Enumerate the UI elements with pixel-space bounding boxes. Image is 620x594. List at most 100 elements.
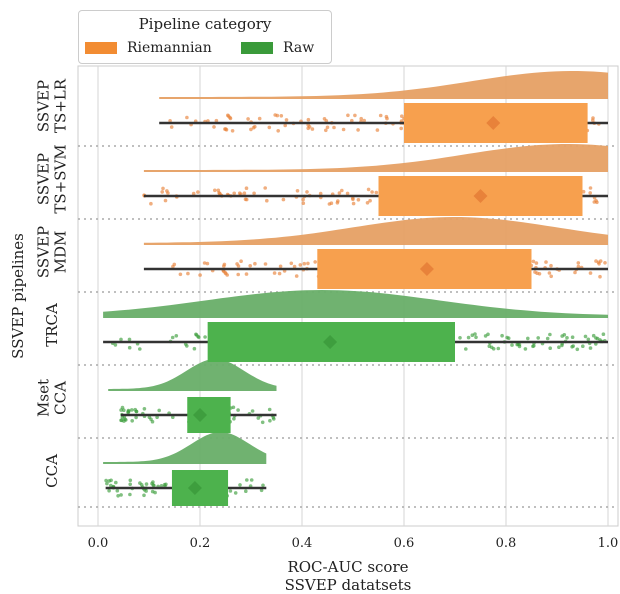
data-point bbox=[337, 191, 342, 195]
y-axis-label: SSVEP pipelines bbox=[9, 233, 27, 359]
data-point bbox=[351, 201, 356, 206]
density-layer bbox=[103, 71, 608, 464]
x-tick-label: 1.0 bbox=[598, 536, 619, 551]
data-point bbox=[365, 201, 370, 205]
data-point bbox=[576, 264, 581, 269]
data-point bbox=[116, 494, 120, 498]
data-point bbox=[385, 116, 389, 121]
mean-marker bbox=[486, 116, 501, 130]
data-point bbox=[491, 347, 496, 351]
data-point bbox=[351, 197, 355, 202]
data-point bbox=[114, 480, 118, 485]
data-point bbox=[586, 337, 591, 342]
data-point bbox=[138, 481, 142, 485]
data-point bbox=[588, 346, 593, 350]
density-cloud bbox=[103, 432, 267, 464]
data-point bbox=[526, 336, 530, 341]
x-tick-label: 0.0 bbox=[88, 536, 109, 551]
data-point bbox=[515, 342, 519, 347]
data-point bbox=[496, 346, 501, 351]
legend-swatch-riemannian bbox=[85, 42, 117, 54]
data-point bbox=[160, 190, 164, 194]
data-point bbox=[594, 259, 598, 263]
data-point bbox=[272, 417, 276, 421]
data-point bbox=[466, 335, 471, 340]
data-point bbox=[256, 416, 261, 420]
data-point bbox=[597, 262, 601, 266]
data-point bbox=[122, 408, 126, 413]
data-point bbox=[595, 200, 599, 205]
data-point bbox=[301, 201, 306, 205]
x-axis-label-secondary: SSVEP datatsets bbox=[285, 576, 412, 594]
data-point bbox=[138, 347, 142, 351]
data-point bbox=[157, 408, 161, 413]
data-point bbox=[345, 191, 350, 196]
legend-label-riemannian: Riemannian bbox=[127, 40, 212, 56]
data-point bbox=[239, 259, 243, 264]
data-point bbox=[588, 191, 592, 195]
data-point bbox=[253, 261, 257, 266]
data-point bbox=[458, 336, 462, 340]
data-point bbox=[474, 335, 478, 340]
data-point bbox=[284, 118, 289, 122]
data-point bbox=[250, 409, 255, 413]
data-point bbox=[500, 333, 504, 338]
data-point bbox=[150, 419, 155, 424]
data-point bbox=[374, 190, 379, 195]
data-point bbox=[267, 407, 272, 412]
data-point bbox=[346, 113, 350, 118]
data-point bbox=[130, 408, 134, 412]
legend-label-raw: Raw bbox=[283, 40, 315, 56]
data-point bbox=[230, 129, 235, 133]
data-point bbox=[130, 419, 134, 423]
data-point bbox=[306, 117, 311, 122]
data-point bbox=[232, 191, 236, 196]
data-point bbox=[115, 488, 120, 493]
data-point bbox=[327, 202, 332, 206]
data-point bbox=[591, 333, 596, 338]
data-point bbox=[272, 271, 277, 275]
data-point bbox=[244, 186, 249, 190]
data-point bbox=[510, 343, 514, 347]
data-point bbox=[222, 264, 226, 268]
data-point bbox=[142, 493, 146, 498]
data-point bbox=[289, 261, 294, 266]
mean-marker bbox=[193, 408, 207, 422]
data-point bbox=[191, 191, 196, 196]
x-tick-label: 0.2 bbox=[190, 536, 211, 551]
data-point bbox=[233, 491, 238, 495]
data-point bbox=[583, 334, 588, 339]
data-point bbox=[248, 264, 252, 268]
data-point bbox=[276, 129, 281, 133]
data-point bbox=[127, 345, 132, 350]
data-point bbox=[548, 332, 552, 337]
data-point bbox=[571, 344, 575, 348]
density-cloud bbox=[143, 144, 608, 172]
data-point bbox=[214, 118, 219, 123]
data-point bbox=[545, 336, 550, 341]
data-point bbox=[324, 128, 328, 133]
data-point bbox=[487, 344, 492, 349]
data-point bbox=[243, 197, 248, 202]
data-point bbox=[359, 116, 364, 121]
data-point bbox=[185, 115, 189, 120]
data-point bbox=[155, 415, 159, 420]
data-point bbox=[547, 271, 552, 275]
data-point bbox=[277, 271, 282, 276]
data-point bbox=[548, 346, 552, 351]
category-label: MDM bbox=[52, 231, 70, 274]
data-point bbox=[324, 119, 329, 123]
density-cloud bbox=[103, 290, 608, 318]
data-point bbox=[267, 125, 272, 130]
data-point bbox=[168, 119, 172, 123]
data-point bbox=[236, 272, 240, 277]
data-point bbox=[340, 188, 344, 193]
data-point bbox=[252, 191, 256, 196]
data-point bbox=[242, 191, 247, 195]
data-point bbox=[178, 272, 183, 277]
data-point bbox=[113, 343, 118, 347]
data-point bbox=[128, 478, 133, 483]
data-point bbox=[353, 113, 357, 118]
category-label: CCA bbox=[43, 454, 61, 488]
data-point bbox=[244, 272, 249, 276]
